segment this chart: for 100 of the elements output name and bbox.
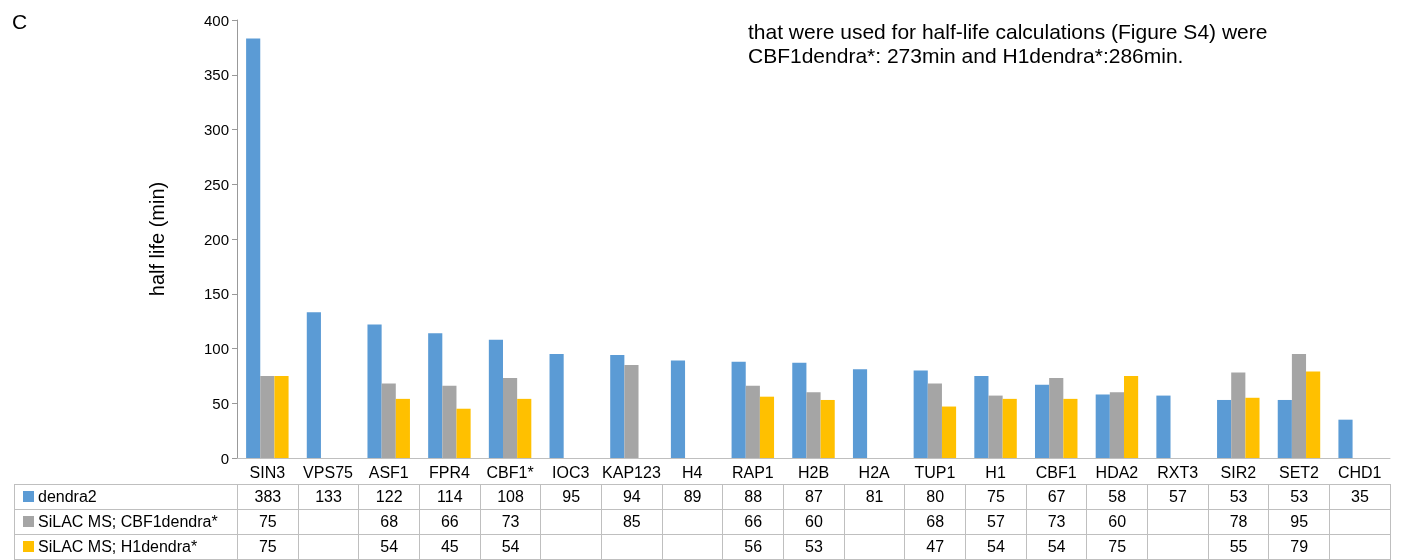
data-label: 68 — [358, 509, 420, 535]
data-label: 122 — [358, 484, 420, 510]
bar — [456, 408, 471, 458]
data-label: 73 — [1026, 509, 1087, 535]
data-label: 55 — [1208, 534, 1269, 560]
data-label: 54 — [480, 534, 541, 560]
data-label: 133 — [298, 484, 359, 510]
bar — [428, 333, 443, 458]
data-label: 66 — [419, 509, 481, 535]
data-label: 78 — [1208, 509, 1269, 535]
data-label: 57 — [965, 509, 1027, 535]
y-tick-label: 100 — [203, 340, 229, 357]
x-tick-label: H4 — [681, 463, 703, 481]
data-label: 88 — [722, 484, 784, 510]
x-tick-label: SIR2 — [1220, 463, 1257, 481]
y-tick-label: 300 — [203, 121, 229, 138]
data-label: 75 — [1086, 534, 1148, 560]
bar — [670, 360, 686, 458]
bar — [624, 364, 639, 458]
bar — [1049, 378, 1064, 458]
x-tick-label: VPS75 — [303, 463, 354, 481]
data-label: 87 — [783, 484, 845, 510]
y-tick-label: 400 — [203, 11, 229, 29]
bar — [1245, 397, 1260, 458]
x-tick-label: FPR4 — [428, 463, 470, 481]
data-label: 81 — [844, 484, 905, 510]
data-label: 54 — [358, 534, 420, 560]
bar — [442, 385, 457, 458]
bar — [517, 398, 532, 458]
bar — [1277, 399, 1292, 458]
data-label: 54 — [965, 534, 1027, 560]
x-tick-label: ASF1 — [368, 463, 409, 481]
x-tick-label: H2B — [797, 463, 830, 481]
data-label: 54 — [1026, 534, 1087, 560]
data-label: 67 — [1026, 484, 1087, 510]
y-tick-label: 350 — [203, 66, 229, 84]
data-label: 73 — [480, 509, 541, 535]
data-label: 75 — [965, 484, 1027, 510]
bar — [941, 406, 957, 458]
y-tick-label: 50 — [212, 394, 229, 412]
data-label: 80 — [904, 484, 966, 510]
y-tick-label: 0 — [220, 449, 229, 467]
bar — [246, 38, 261, 458]
x-tick-label: RXT3 — [1157, 463, 1199, 481]
bar — [367, 324, 382, 458]
legend-label: SiLAC MS; H1dendra* — [14, 534, 238, 560]
bar — [759, 396, 775, 458]
data-label: 60 — [783, 509, 845, 535]
bar — [731, 361, 746, 458]
bar — [1109, 392, 1124, 458]
x-tick-label: SET2 — [1278, 463, 1320, 481]
bar — [1124, 375, 1139, 458]
bar — [806, 392, 821, 458]
y-axis-title: half life (min) — [146, 181, 168, 297]
x-tick-label: CBF1* — [486, 463, 534, 481]
bar — [1291, 353, 1307, 458]
data-label: 60 — [1086, 509, 1148, 535]
bar — [913, 370, 928, 458]
bar — [974, 375, 989, 458]
data-label: 108 — [480, 484, 541, 510]
data-label: 114 — [419, 484, 481, 510]
data-label: 94 — [601, 484, 663, 510]
bar — [1156, 395, 1171, 458]
data-label: 53 — [783, 534, 845, 560]
bar — [381, 383, 396, 458]
legend-label: SiLAC MS; CBF1dendra* — [14, 509, 238, 535]
x-tick-label: CBF1 — [1035, 463, 1077, 481]
text: C — [12, 10, 28, 34]
data-label: 89 — [662, 484, 723, 510]
x-tick-label: H1 — [985, 463, 1006, 481]
bar — [395, 398, 410, 458]
data-label: 56 — [722, 534, 784, 560]
x-tick-label: CHD1 — [1337, 463, 1382, 481]
bar — [852, 369, 868, 458]
bar — [1306, 371, 1321, 458]
bar — [1217, 399, 1232, 458]
data-label: 79 — [1268, 534, 1330, 560]
bar — [503, 378, 518, 458]
data-label: 383 — [237, 484, 299, 510]
x-tick-label: KAP123 — [602, 463, 661, 481]
bar — [1231, 372, 1246, 458]
data-label: 35 — [1329, 484, 1391, 510]
data-label: 57 — [1147, 484, 1209, 510]
x-tick-label: IOC3 — [552, 463, 590, 481]
bar — [488, 339, 503, 458]
data-label: 53 — [1208, 484, 1269, 510]
y-tick-label: 150 — [203, 285, 229, 303]
x-tick-label: TUP1 — [914, 463, 956, 481]
x-tick-label: H2A — [858, 463, 891, 481]
bar — [1002, 398, 1017, 458]
bar — [610, 355, 625, 458]
bar — [1063, 398, 1078, 458]
bar — [260, 375, 275, 458]
data-label: 68 — [904, 509, 966, 535]
bar — [549, 353, 564, 458]
data-label: 53 — [1268, 484, 1330, 510]
legend-label: dendra2 — [14, 484, 238, 510]
x-tick-label: RAP1 — [731, 463, 774, 481]
data-label: 45 — [419, 534, 481, 560]
x-tick-label: SIN3 — [249, 463, 286, 481]
